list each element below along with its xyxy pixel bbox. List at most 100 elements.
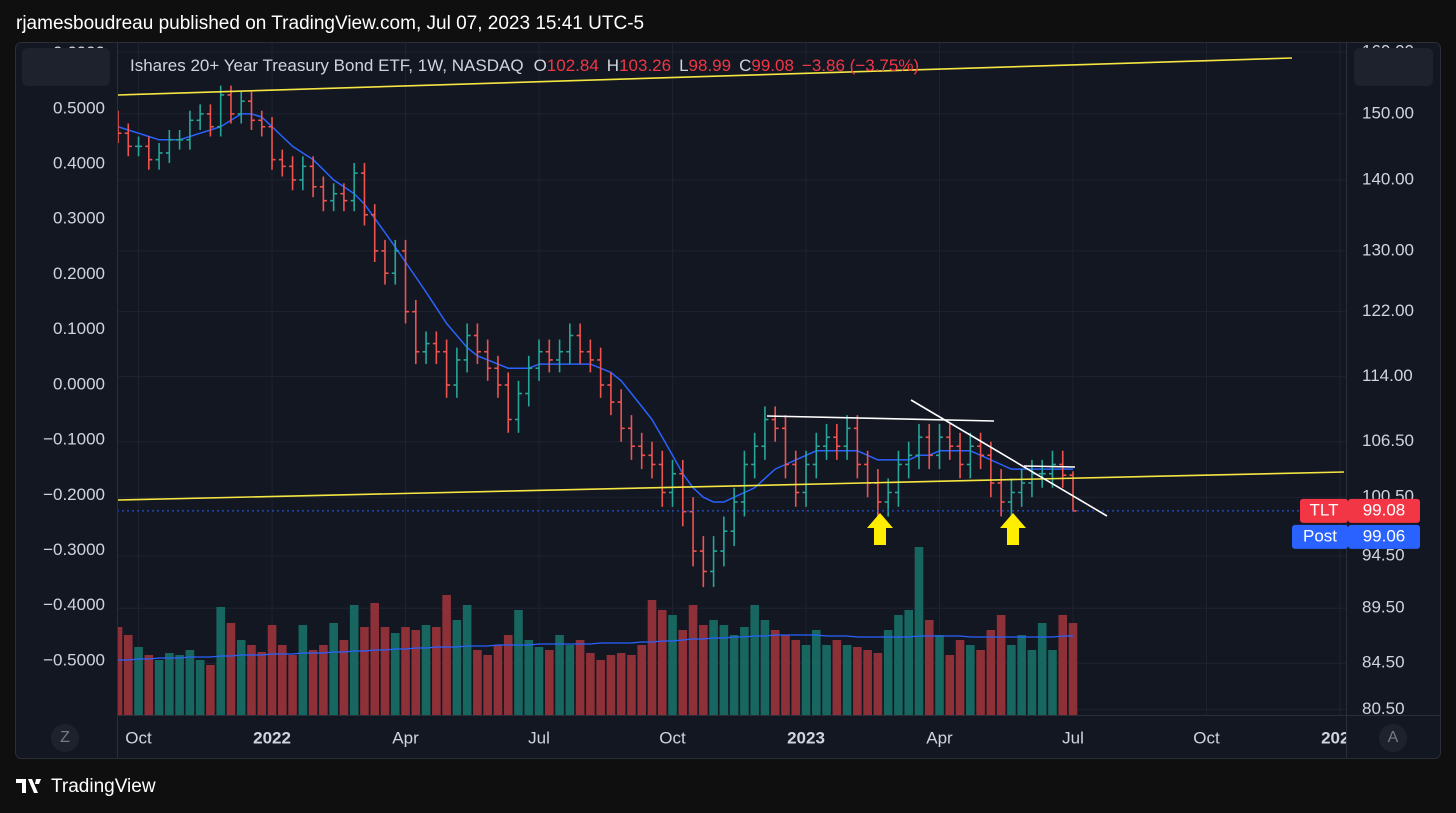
x-tick-label: Oct xyxy=(659,728,686,747)
volume-bar xyxy=(699,625,708,715)
volume-bar xyxy=(575,640,585,715)
legend-key: O xyxy=(534,56,547,75)
volume-pane xyxy=(117,547,1078,715)
volume-bar xyxy=(914,547,924,715)
volume-bar xyxy=(627,655,636,715)
legend-value: 98.99 xyxy=(689,56,732,75)
volume-bar xyxy=(329,623,338,715)
volume-bar xyxy=(565,645,575,715)
y2-tick-label: 0.5000 xyxy=(53,98,105,117)
x-tick-label: Jul xyxy=(528,728,550,747)
volume-bar xyxy=(154,660,164,715)
volume-bar xyxy=(760,620,770,715)
volume-bar xyxy=(267,625,277,715)
y-tick-label: 84.50 xyxy=(1362,653,1405,672)
legend-key: L xyxy=(679,56,688,75)
volume-bar xyxy=(791,640,801,715)
y2-tick-label: 0.2000 xyxy=(53,264,105,283)
volume-bar xyxy=(483,655,492,715)
y-tick-label: 122.00 xyxy=(1362,301,1414,320)
toolbar-button[interactable] xyxy=(1354,48,1433,86)
volume-bar xyxy=(370,603,380,715)
volume-bar xyxy=(842,645,852,715)
y2-tick-label: 0.4000 xyxy=(53,153,105,172)
volume-bar xyxy=(278,645,287,715)
y-tick-label: 106.50 xyxy=(1362,431,1414,450)
volume-bar xyxy=(678,630,688,715)
volume-bar xyxy=(236,640,246,715)
volume-bar xyxy=(473,650,482,715)
volume-bar xyxy=(401,627,410,715)
volume-bar xyxy=(360,627,369,715)
volume-bar xyxy=(544,650,554,715)
volume-bar xyxy=(719,625,729,715)
post-price-tag xyxy=(1348,524,1420,549)
volume-bar xyxy=(462,605,472,715)
ma-line xyxy=(117,113,1073,503)
y2-tick-label: −0.5000 xyxy=(43,650,105,669)
legend-value: 103.26 xyxy=(619,56,671,75)
volume-bar xyxy=(206,665,215,715)
arrow-up xyxy=(867,513,893,545)
x-tick-label: 2023 xyxy=(787,728,825,747)
legend-title: Ishares 20+ Year Treasury Bond ETF, 1W, … xyxy=(130,56,524,75)
volume-bar xyxy=(503,635,513,715)
volume-bar xyxy=(134,647,143,715)
volume-bar xyxy=(822,645,831,715)
volume-bar xyxy=(586,653,595,715)
x-tick-label: Apr xyxy=(926,728,953,747)
y-tick-label: 94.50 xyxy=(1362,546,1405,565)
volume-bar xyxy=(226,623,236,715)
y2-tick-label: −0.4000 xyxy=(43,595,105,614)
volume-bar xyxy=(873,653,883,715)
volume-bar xyxy=(863,650,872,715)
y2-tick-label: −0.1000 xyxy=(43,430,105,449)
volume-bar xyxy=(339,640,349,715)
legend: Ishares 20+ Year Treasury Bond ETF, 1W, … xyxy=(130,56,919,75)
volume-bar xyxy=(421,625,431,715)
x-tick-label: Oct xyxy=(1193,728,1220,747)
volume-bar xyxy=(1017,635,1026,715)
trend-line xyxy=(1023,465,1076,468)
volume-bar xyxy=(750,605,759,715)
auto-button[interactable] xyxy=(1379,724,1407,752)
volume-bar xyxy=(390,633,400,715)
volume-bar xyxy=(432,627,441,715)
volume-bar xyxy=(175,655,184,715)
volume-bar xyxy=(534,647,544,715)
y2-tick-label: 0.1000 xyxy=(53,319,105,338)
volume-bar xyxy=(904,610,914,715)
volume-bar xyxy=(996,615,1006,715)
volume-bar xyxy=(596,660,605,715)
price-tag xyxy=(1348,498,1420,523)
price-tag-label: 99.08 xyxy=(1363,500,1406,519)
volume-bar xyxy=(894,615,903,715)
trend-line xyxy=(117,57,1293,96)
volume-bar xyxy=(216,607,225,715)
volume-bar xyxy=(1048,650,1057,715)
y2-tick-label: −0.2000 xyxy=(43,485,105,504)
y2-tick-label: −0.3000 xyxy=(43,540,105,559)
logo-icon xyxy=(16,779,41,793)
volume-bar xyxy=(945,655,955,715)
toolbar-button[interactable] xyxy=(22,48,110,86)
volume-bar xyxy=(195,660,205,715)
legend-change: −3.86 (−3.75%) xyxy=(802,56,919,75)
legend-value: 99.08 xyxy=(751,56,794,75)
volume-bar xyxy=(883,630,893,715)
volume-bar xyxy=(1007,645,1016,715)
volume-bar xyxy=(935,635,944,715)
volume-bar xyxy=(452,620,462,715)
volume-bar xyxy=(123,635,133,715)
volume-bar xyxy=(770,630,780,715)
post-price-label: 99.06 xyxy=(1363,526,1406,545)
y-tick-label: 80.50 xyxy=(1362,699,1405,718)
x-tick-label: Jul xyxy=(1062,728,1084,747)
drawings xyxy=(117,57,1345,545)
volume-bar xyxy=(493,645,503,715)
volume-bar xyxy=(668,615,677,715)
symbol-tag xyxy=(1300,498,1348,523)
volume-bar xyxy=(514,610,523,715)
volume-bar xyxy=(688,605,698,715)
zoom-button[interactable] xyxy=(51,724,79,752)
